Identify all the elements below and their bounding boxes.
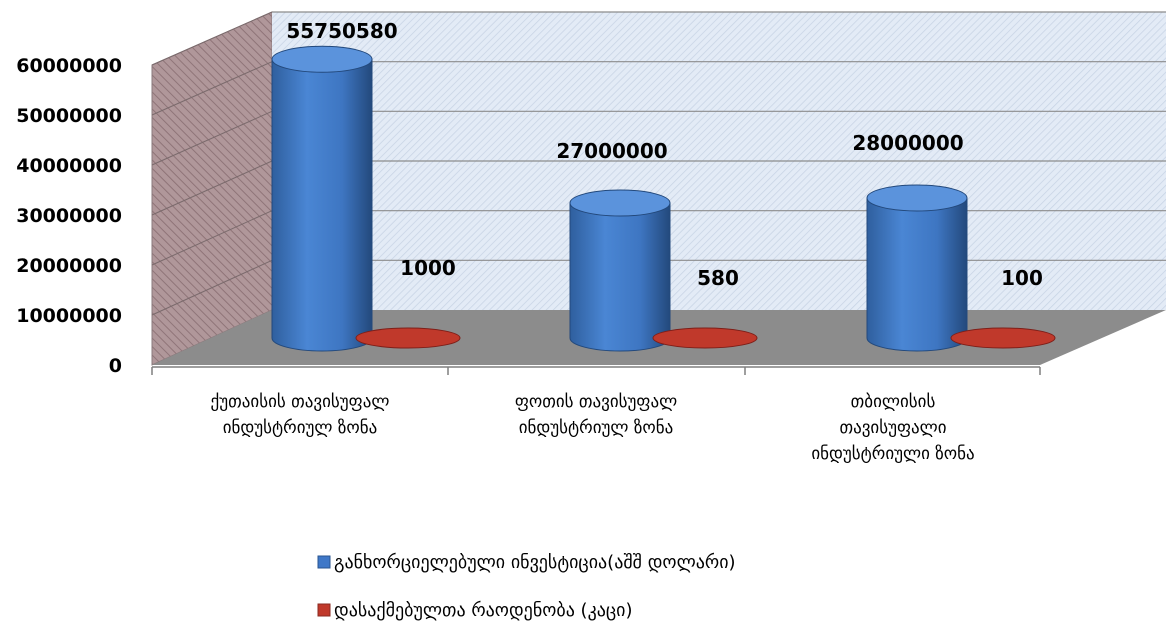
legend-swatch-investment <box>317 555 331 569</box>
bar-body <box>271 58 373 352</box>
bars <box>271 45 1056 352</box>
category-label: თბილისის <box>851 392 936 412</box>
bar-employees <box>355 327 461 349</box>
gridline-side <box>151 11 273 66</box>
legend-swatch-employees <box>317 603 331 617</box>
legend-label-employees: დასაქმებულთა რაოდენობა (კაცი) <box>334 600 633 621</box>
legend: განხორციელებული ინვესტიცია(აშშ დოლარი) დ… <box>317 552 736 621</box>
category-label: ინდუსტრიულ ზონა <box>223 418 378 438</box>
legend-label-investment: განხორციელებული ინვესტიცია(აშშ დოლარი) <box>334 552 736 573</box>
data-label: 100 <box>1001 266 1043 290</box>
y-tick-label: 10000000 <box>16 305 122 327</box>
gridline-side <box>151 61 273 116</box>
data-label: 580 <box>697 266 739 290</box>
category-labels: ქუთაისის თავისუფალ ინდუსტრიულ ზონა ფოთის თ… <box>211 392 975 464</box>
y-tick-label: 40000000 <box>16 155 122 177</box>
category-label: თავისუფალი <box>839 418 946 438</box>
bar-investment <box>271 45 373 352</box>
gridline-side <box>151 259 273 316</box>
bar-flat <box>950 327 1056 349</box>
y-tick-label: 0 <box>109 355 122 377</box>
bar-investment <box>569 189 671 352</box>
data-label: 28000000 <box>852 131 963 155</box>
data-label: 1000 <box>400 256 456 280</box>
category-label: ფოთის თავისუფალ <box>515 392 677 412</box>
gridline-side <box>151 110 273 166</box>
data-label: 55750580 <box>286 19 397 43</box>
y-tick-label: 20000000 <box>16 255 122 277</box>
bar-top <box>866 184 968 212</box>
data-label: 27000000 <box>556 139 667 163</box>
category-label: ინდუსტრიულ ზონა <box>519 418 674 438</box>
bar-body <box>866 197 968 352</box>
category-label: ქუთაისის თავისუფალ <box>211 392 390 412</box>
bar-flat <box>652 327 758 349</box>
bar-top <box>271 45 373 73</box>
bar-employees <box>652 327 758 349</box>
gridline-side <box>151 210 273 266</box>
bar-employees <box>950 327 1056 349</box>
gridlines <box>151 11 1166 316</box>
bar-flat <box>355 327 461 349</box>
y-tick-label: 60000000 <box>16 55 122 77</box>
y-axis-ticks: 0 10000000 20000000 30000000 40000000 5000000… <box>16 55 122 377</box>
category-label: ინდუსტრიული ზონა <box>811 444 974 464</box>
gridline-side <box>151 160 273 216</box>
x-axis-ticks <box>151 367 1041 375</box>
bar-body <box>569 202 671 352</box>
y-tick-label: 30000000 <box>16 205 122 227</box>
bar-top <box>569 189 671 217</box>
y-tick-label: 50000000 <box>16 105 122 127</box>
bar-investment <box>866 184 968 352</box>
data-labels: 55750580 27000000 28000000 1000 580 100 <box>286 19 1043 290</box>
